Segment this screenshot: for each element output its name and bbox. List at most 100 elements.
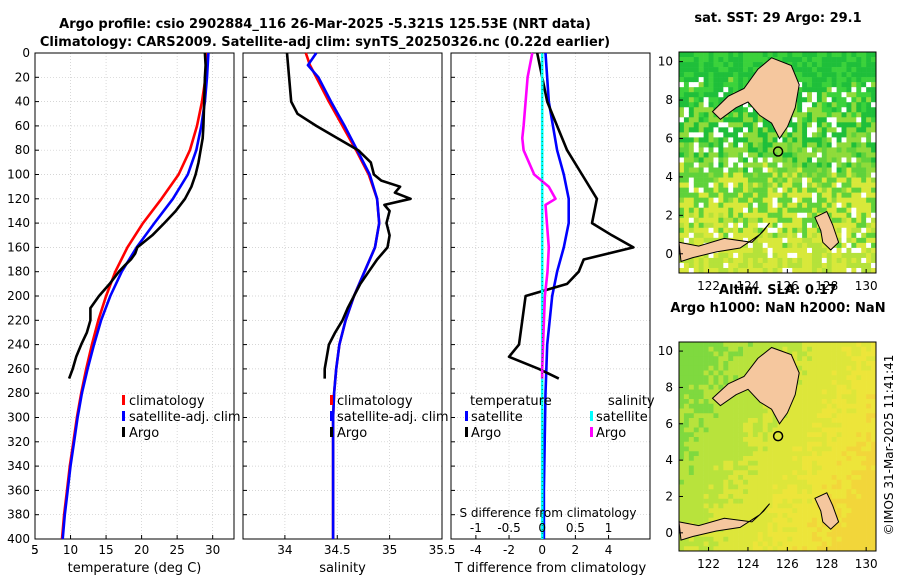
map-cell: [831, 257, 837, 264]
map-cell: [743, 441, 749, 447]
map-cell: [679, 232, 685, 239]
map-cell: [807, 532, 813, 538]
map-cell: [688, 437, 695, 443]
map-cell: [856, 262, 862, 269]
map-cell: [698, 122, 704, 128]
map-cell: [767, 242, 773, 249]
series-line-salinity-argo: [520, 52, 557, 379]
map-cell: [752, 351, 759, 357]
map-cell: [821, 107, 828, 113]
map-cell: [856, 72, 862, 78]
map-cell: [851, 380, 857, 386]
map-cell: [787, 147, 793, 153]
map-cell: [723, 232, 729, 239]
map-cell: [846, 365, 852, 371]
map-cell: [708, 403, 714, 409]
map-cell: [738, 262, 744, 269]
map-cell: [811, 202, 818, 209]
map-cell: [708, 147, 714, 153]
map-cell: [772, 451, 778, 457]
map-cell: [811, 147, 818, 153]
map-cell: [703, 172, 709, 178]
map-cell: [713, 62, 719, 68]
map-cell: [733, 157, 739, 163]
map-cell: [767, 460, 773, 466]
map-cell: [821, 112, 828, 118]
map-cell: [846, 399, 852, 405]
landmass: [814, 492, 840, 530]
map-cell: [752, 508, 759, 514]
map-cell: [866, 408, 872, 414]
map-cell: [807, 172, 813, 178]
map-cell: [816, 403, 823, 409]
map-cell: [821, 57, 828, 63]
map-cell: [846, 82, 852, 88]
map-cell: [688, 351, 695, 357]
map-cell: [733, 232, 739, 239]
map-cell: [698, 508, 704, 514]
map-cell: [767, 527, 773, 533]
map-cell: [841, 87, 847, 93]
map-cell: [811, 422, 818, 428]
map-cell: [743, 117, 749, 123]
map-cell: [831, 97, 837, 103]
map-cell: [743, 527, 749, 533]
map-cell: [841, 475, 847, 481]
map-cell: [841, 217, 847, 224]
map-cell: [871, 427, 877, 433]
map-cell: [861, 192, 867, 198]
map-cell: [757, 522, 764, 528]
map-cell: [743, 418, 749, 424]
map-cell: [693, 167, 699, 173]
map-cell: [807, 52, 813, 58]
map-cell: [871, 52, 877, 58]
temperature-legend: climatology satellite-adj. clim Argo: [122, 394, 241, 441]
map-cell: [811, 346, 818, 352]
y-tick-label: 380: [7, 508, 30, 522]
map-cell: [821, 152, 828, 158]
map-cell: [708, 72, 714, 78]
map-cell: [797, 67, 803, 73]
map-cell: [738, 422, 744, 428]
map-cell: [836, 389, 842, 395]
map-cell: [693, 197, 699, 203]
map-cell: [861, 532, 867, 538]
map-cell: [816, 484, 823, 490]
map-cell: [802, 498, 808, 504]
map-cell: [762, 267, 768, 274]
map-cell: [713, 117, 719, 123]
map-cell: [752, 117, 759, 123]
map-cell: [718, 97, 724, 103]
map-cell: [821, 427, 828, 433]
map-cell: [861, 508, 867, 514]
map-cell: [861, 427, 867, 433]
map-cell: [718, 212, 724, 219]
map-cell: [713, 92, 719, 98]
map-cell: [683, 370, 690, 376]
map-cell: [747, 182, 754, 188]
map-cell: [816, 446, 823, 452]
map-cell: [811, 72, 818, 78]
map-cell: [807, 484, 813, 490]
map-cell: [679, 351, 685, 357]
legend-sal-argo-label: Argo: [596, 426, 626, 441]
map-cell: [752, 527, 759, 533]
x-tick-label: 35.5: [429, 543, 456, 557]
map-cell: [841, 257, 847, 264]
map-cell: [708, 187, 714, 193]
map-cell: [797, 418, 803, 424]
map-cell: [747, 72, 754, 78]
map-cell: [698, 67, 704, 73]
map-cell: [797, 117, 803, 123]
map-cell: [738, 351, 744, 357]
map-cell: [738, 202, 744, 209]
map-cell: [777, 242, 783, 249]
map-cell: [738, 536, 744, 542]
map-cell: [802, 222, 808, 229]
map-cell: [836, 375, 842, 381]
map-cell: [826, 427, 832, 433]
map-cell: [871, 356, 877, 362]
map-cell: [866, 394, 872, 400]
map-cell: [802, 247, 808, 254]
map-cell: [767, 494, 773, 500]
